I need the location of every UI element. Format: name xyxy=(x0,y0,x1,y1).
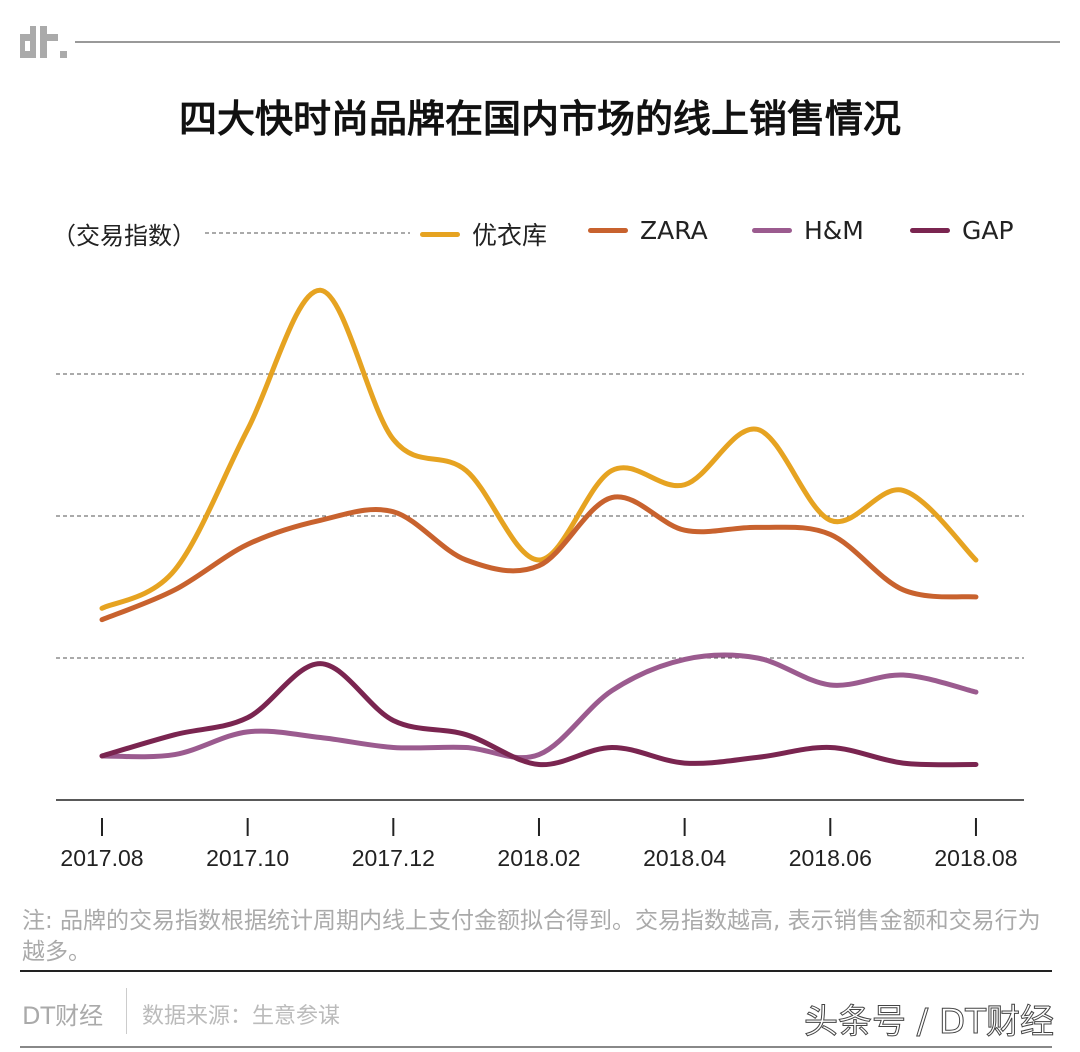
legend-item: ZARA xyxy=(588,216,708,245)
legend-label: 优衣库 xyxy=(472,221,548,250)
brand-name: DT财经 xyxy=(22,1002,104,1030)
x-tick-label: 2017.12 xyxy=(352,845,435,871)
x-tick-label: 2017.08 xyxy=(60,845,143,871)
top-rule xyxy=(75,41,1060,43)
x-tick-label: 2018.06 xyxy=(789,845,872,871)
legend-label: GAP xyxy=(962,216,1014,245)
legend-item: H&M xyxy=(752,216,864,245)
legend-label: ZARA xyxy=(640,216,708,245)
series-line-3 xyxy=(99,661,979,768)
x-tick-label: 2017.10 xyxy=(206,845,289,871)
series-line-1 xyxy=(99,494,979,623)
dt-logo xyxy=(20,26,67,58)
legend-swatch xyxy=(420,231,460,237)
divider xyxy=(20,970,1052,972)
legend-swatch xyxy=(910,228,950,233)
divider xyxy=(126,988,127,1034)
x-tick-label: 2018.08 xyxy=(934,845,1017,871)
line-chart: 2017.08 2017.10 2017.12 2018.02 2018.04 2018.… xyxy=(56,232,1024,871)
legend-item: GAP xyxy=(910,216,1014,245)
x-tick-label: 2018.02 xyxy=(497,845,580,871)
footnote: 注: 品牌的交易指数根据统计周期内线上支付金额拟合得到。交易指数越高, 表示销售… xyxy=(22,908,1041,965)
divider xyxy=(20,1046,1052,1048)
data-source: 数据来源：生意参谋 xyxy=(142,1004,341,1029)
legend-item: 优衣库 xyxy=(420,216,547,252)
x-tick-label: 2018.04 xyxy=(643,845,726,871)
legend-swatch xyxy=(752,228,792,233)
watermark: 头条号 / DT财经 xyxy=(803,1002,1054,1043)
series-line-2 xyxy=(99,652,979,761)
legend-label: H&M xyxy=(804,216,864,245)
series-line-0 xyxy=(99,287,979,611)
legend-swatch xyxy=(588,228,628,233)
chart-title: 四大快时尚品牌在国内市场的线上销售情况 xyxy=(178,97,901,141)
y-axis-label: （交易指数） xyxy=(52,222,196,250)
